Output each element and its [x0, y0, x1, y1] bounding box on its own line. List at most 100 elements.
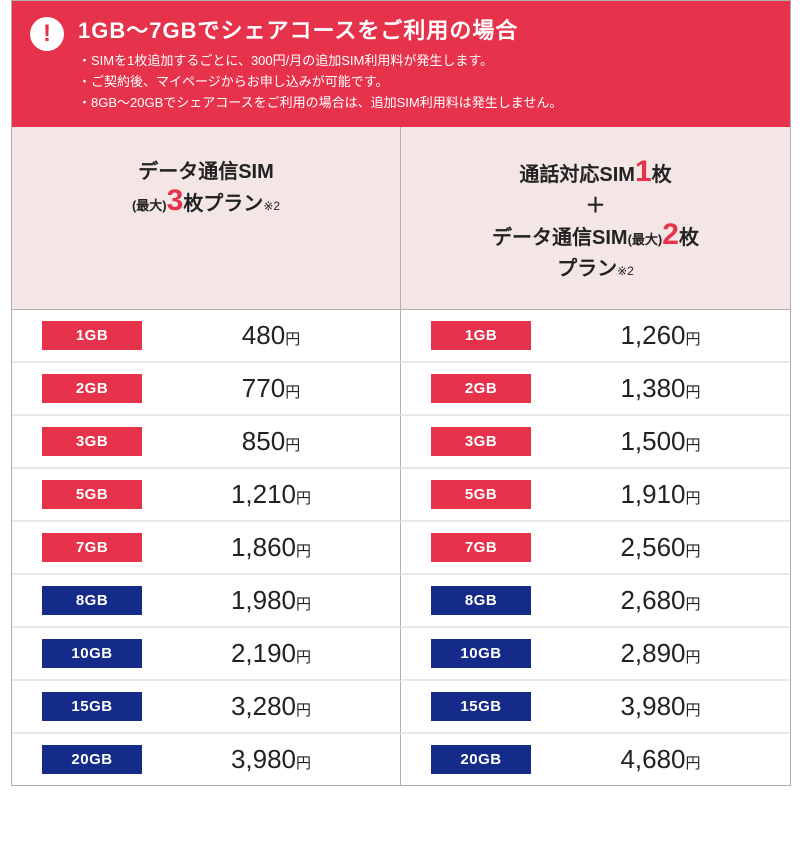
- gb-badge: 1GB: [431, 321, 531, 350]
- price-value: 3,980円: [142, 744, 400, 775]
- price-number: 3,280: [231, 691, 296, 721]
- notice-lines: ・SIMを1枚追加するごとに、300円/月の追加SIM利用料が発生します。 ・ご…: [78, 51, 772, 113]
- price-value: 1,980円: [142, 585, 400, 616]
- price-cell: 5GB 1,910円: [401, 469, 790, 522]
- price-rows: 1GB480円1GB1,260円2GB770円2GB1,380円3GB850円3…: [12, 310, 790, 785]
- yen-label: 円: [686, 596, 701, 613]
- price-number: 1,500: [620, 426, 685, 456]
- header-small: (最大): [628, 232, 663, 247]
- price-number: 2,190: [231, 638, 296, 668]
- notice-body: 1GB～7GBでシェアコースをご利用の場合 ・SIMを1枚追加するごとに、300…: [78, 13, 772, 113]
- yen-label: 円: [686, 702, 701, 719]
- price-cell: 10GB2,190円: [12, 628, 401, 681]
- price-value: 1,260円: [531, 320, 790, 351]
- price-row: 7GB1,860円7GB2,560円: [12, 522, 790, 575]
- gb-badge: 3GB: [42, 427, 142, 456]
- price-number: 1,380: [620, 373, 685, 403]
- price-number: 1,860: [231, 532, 296, 562]
- price-number: 1,260: [620, 320, 685, 350]
- price-cell: 3GB850円: [12, 416, 401, 469]
- gb-badge: 20GB: [42, 745, 142, 774]
- price-number: 4,680: [620, 744, 685, 774]
- yen-label: 円: [285, 331, 300, 348]
- price-row: 15GB3,280円15GB3,980円: [12, 681, 790, 734]
- notice-banner: ! 1GB～7GBでシェアコースをご利用の場合 ・SIMを1枚追加するごとに、3…: [12, 1, 790, 127]
- price-value: 2,680円: [531, 585, 790, 616]
- price-value: 2,190円: [142, 638, 400, 669]
- header-right: 通話対応SIM1枚 ＋ データ通信SIM(最大)2枚 プラン※2: [401, 127, 790, 310]
- gb-badge: 10GB: [42, 639, 142, 668]
- gb-badge: 8GB: [42, 586, 142, 615]
- header-text: 枚プラン: [183, 193, 263, 215]
- yen-label: 円: [296, 755, 311, 772]
- price-cell: 15GB 3,980円: [401, 681, 790, 734]
- price-row: 10GB2,190円10GB2,890円: [12, 628, 790, 681]
- header-small: (最大): [132, 198, 167, 213]
- price-row: 2GB770円2GB1,380円: [12, 363, 790, 416]
- price-value: 850円: [142, 426, 400, 457]
- price-number: 2,560: [620, 532, 685, 562]
- price-cell: 10GB2,890円: [401, 628, 790, 681]
- gb-badge: 5GB: [42, 480, 142, 509]
- price-value: 3,280円: [142, 691, 400, 722]
- price-row: 3GB850円3GB1,500円: [12, 416, 790, 469]
- header-big: 3: [167, 184, 184, 217]
- gb-badge: 8GB: [431, 586, 531, 615]
- price-row: 1GB480円1GB1,260円: [12, 310, 790, 363]
- price-cell: 8GB2,680円: [401, 575, 790, 628]
- yen-label: 円: [285, 384, 300, 401]
- gb-badge: 15GB: [431, 692, 531, 721]
- price-number: 480: [242, 320, 285, 350]
- price-cell: 3GB1,500円: [401, 416, 790, 469]
- header-text: データ通信SIM: [138, 161, 274, 183]
- plan-headers: データ通信SIM (最大)3枚プラン※2 通話対応SIM1枚 ＋ データ通信SI…: [12, 127, 790, 310]
- header-plus: ＋: [411, 189, 780, 218]
- price-number: 1,910: [620, 479, 685, 509]
- header-big: 2: [662, 218, 679, 251]
- yen-label: 円: [686, 437, 701, 454]
- yen-label: 円: [686, 384, 701, 401]
- notice-line: ・8GB～20GBでシェアコースをご利用の場合は、追加SIM利用料は発生しません…: [78, 93, 772, 114]
- pricing-table: ! 1GB～7GBでシェアコースをご利用の場合 ・SIMを1枚追加するごとに、3…: [11, 0, 791, 786]
- yen-label: 円: [296, 702, 311, 719]
- header-note: ※2: [617, 264, 634, 278]
- gb-badge: 7GB: [431, 533, 531, 562]
- price-cell: 8GB1,980円: [12, 575, 401, 628]
- price-number: 3,980: [231, 744, 296, 774]
- yen-label: 円: [296, 649, 311, 666]
- price-number: 2,680: [620, 585, 685, 615]
- price-value: 1,210円: [142, 479, 400, 510]
- notice-line: ・SIMを1枚追加するごとに、300円/月の追加SIM利用料が発生します。: [78, 51, 772, 72]
- gb-badge: 5GB: [431, 480, 531, 509]
- alert-icon: !: [30, 17, 64, 51]
- price-number: 1,980: [231, 585, 296, 615]
- price-cell: 5GB1,210円: [12, 469, 401, 522]
- yen-label: 円: [296, 543, 311, 560]
- price-value: 480円: [142, 320, 400, 351]
- price-row: 5GB1,210円5GB1,910円: [12, 469, 790, 522]
- yen-label: 円: [296, 490, 311, 507]
- price-row: 20GB3,980円20GB4,680円: [12, 734, 790, 785]
- header-text: データ通信SIM: [492, 227, 628, 249]
- notice-title: 1GB～7GBでシェアコースをご利用の場合: [78, 13, 772, 45]
- yen-label: 円: [686, 649, 701, 666]
- price-number: 2,890: [620, 638, 685, 668]
- gb-badge: 7GB: [42, 533, 142, 562]
- price-cell: 20GB3,980円: [12, 734, 401, 785]
- gb-badge: 1GB: [42, 321, 142, 350]
- price-cell: 1GB480円: [12, 310, 401, 363]
- header-text: 枚: [652, 164, 672, 186]
- price-cell: 15GB3,280円: [12, 681, 401, 734]
- price-value: 1,860円: [142, 532, 400, 563]
- price-number: 3,980: [620, 691, 685, 721]
- price-cell: 1GB1,260円: [401, 310, 790, 363]
- price-value: 770円: [142, 373, 400, 404]
- price-number: 850: [242, 426, 285, 456]
- price-cell: 2GB1,380円: [401, 363, 790, 416]
- header-text: 枚: [679, 227, 699, 249]
- gb-badge: 15GB: [42, 692, 142, 721]
- yen-label: 円: [686, 490, 701, 507]
- price-cell: 2GB770円: [12, 363, 401, 416]
- yen-label: 円: [296, 596, 311, 613]
- price-number: 770: [242, 373, 285, 403]
